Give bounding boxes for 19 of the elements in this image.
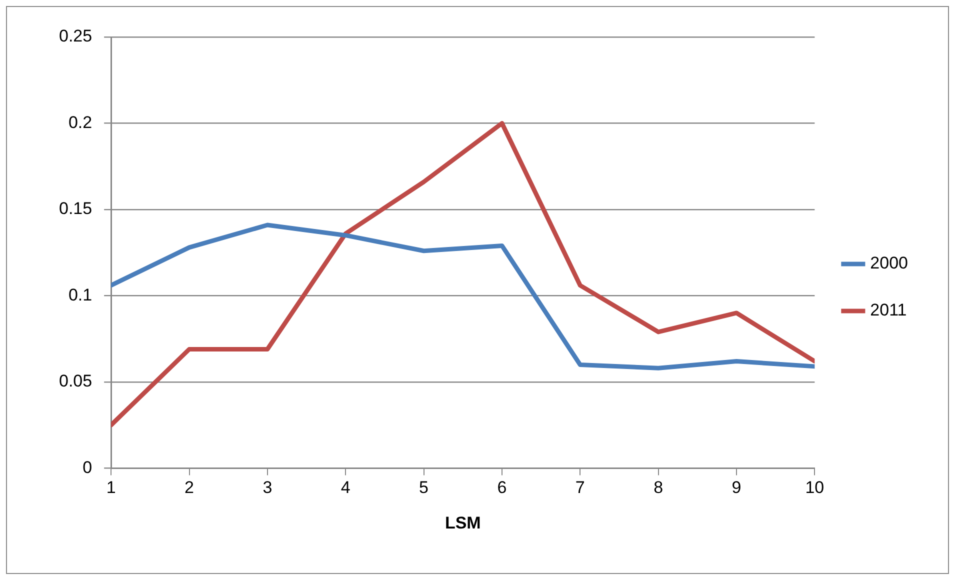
- x-tick-label: 1: [106, 478, 116, 498]
- legend-label: 2000: [870, 254, 908, 273]
- y-tick-label: 0.2: [68, 112, 92, 132]
- y-tick-label: 0: [82, 458, 92, 477]
- x-tick-label: 7: [575, 478, 585, 498]
- x-tick-label: 5: [419, 478, 429, 498]
- legend-label: 2011: [870, 300, 907, 320]
- x-tick-label: 3: [262, 478, 272, 498]
- x-tick-label: 9: [732, 478, 742, 498]
- x-axis-title: LSM: [444, 513, 481, 532]
- x-tick-label: 2: [184, 478, 194, 498]
- x-tick-label: 10: [805, 478, 824, 498]
- x-tick-label: 8: [654, 478, 664, 498]
- y-tick-label: 0.05: [58, 372, 92, 391]
- x-tick-label: 6: [497, 478, 507, 498]
- x-tick-label: 4: [340, 478, 350, 498]
- y-tick-label: 0.25: [58, 26, 92, 46]
- y-tick-label: 0.15: [58, 199, 92, 218]
- y-tick-label: 0.1: [68, 285, 92, 304]
